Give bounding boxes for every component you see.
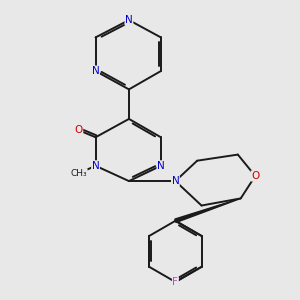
Text: N: N xyxy=(125,15,133,25)
Text: N: N xyxy=(92,161,99,171)
Text: N: N xyxy=(157,161,165,171)
Text: N: N xyxy=(92,66,99,76)
Text: CH₃: CH₃ xyxy=(70,169,87,178)
Text: O: O xyxy=(74,125,83,135)
Text: F: F xyxy=(172,277,178,287)
Text: N: N xyxy=(172,176,179,186)
Polygon shape xyxy=(175,198,241,223)
Text: O: O xyxy=(251,171,260,181)
